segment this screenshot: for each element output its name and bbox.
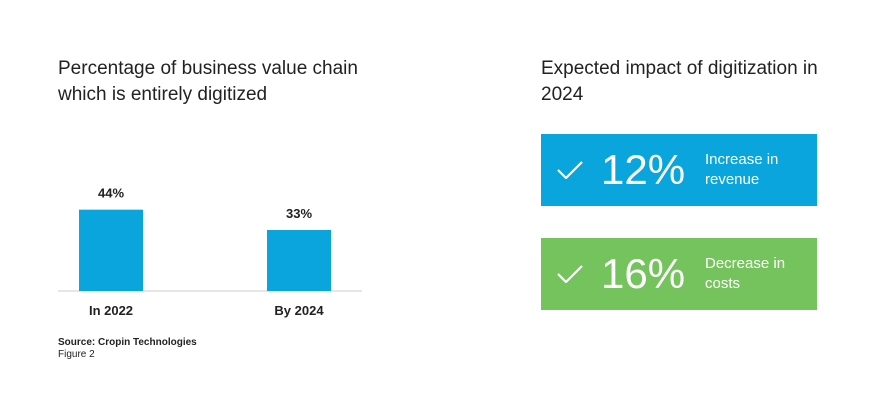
chart-title: Percentage of business value chain which… bbox=[58, 58, 358, 105]
data-label-by-2024: 33% bbox=[286, 206, 312, 221]
costs-impact-description: Decrease in costs bbox=[705, 255, 786, 292]
costs-impact-card: 16% Decrease in costs bbox=[541, 238, 817, 310]
revenue-impact-value: 12% bbox=[601, 146, 686, 193]
impact-title: Expected impact of digitization in 2024 bbox=[541, 58, 818, 105]
check-icon bbox=[557, 161, 583, 179]
check-icon bbox=[557, 265, 583, 283]
figure-label: Figure 2 bbox=[58, 349, 95, 360]
tick-label-in-2022: In 2022 bbox=[89, 303, 133, 318]
revenue-impact-description: Increase in revenue bbox=[705, 151, 779, 188]
bar-in-2022 bbox=[79, 209, 143, 291]
bar-by-2024 bbox=[267, 230, 331, 291]
data-label-in-2022: 44% bbox=[98, 186, 124, 201]
costs-impact-value: 16% bbox=[601, 250, 686, 297]
revenue-impact-card: 12% Increase in revenue bbox=[541, 134, 817, 206]
tick-label-by-2024: By 2024 bbox=[274, 303, 324, 318]
source-note: Source: Cropin Technologies bbox=[58, 337, 197, 348]
